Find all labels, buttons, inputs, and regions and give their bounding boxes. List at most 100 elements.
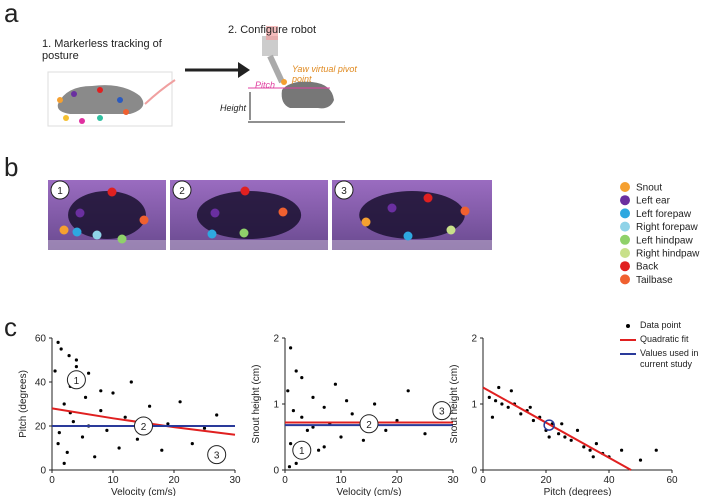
data-point [87,371,91,375]
keypoint [240,186,250,196]
data-point [654,448,658,452]
x-tick-label: 20 [168,475,180,486]
data-point [497,385,501,390]
annotation-badge [359,414,379,434]
frame-number: 3 [341,186,347,197]
data-point [123,415,127,419]
annotation: 1 [74,376,80,387]
data-point [519,412,523,416]
x-tick-label: 10 [107,475,119,486]
frame-number: 2 [179,186,185,197]
x-tick-label: 20 [540,475,552,486]
legend-label: Left hindpaw [636,235,693,246]
x-tick-label: 0 [49,475,55,486]
legend-label: Right forepaw [636,222,698,233]
x-tick-label: 30 [229,475,241,486]
x-tick-label: 30 [447,475,459,486]
data-point [289,442,293,446]
annotation: 3 [439,407,445,418]
legend-swatch [620,182,630,192]
keypoint [75,208,85,218]
legend-label: Tailbase [636,275,673,286]
keypoint [403,231,413,241]
panel-label: c [4,312,17,342]
mouse [57,85,144,114]
keypoint [107,187,117,197]
data-point [373,402,377,406]
data-point [423,432,427,436]
data-point [202,426,207,430]
annotation-badge [432,401,452,421]
data-point [620,448,624,452]
data-point [287,465,292,469]
data-point [588,448,592,452]
data-point [286,389,290,393]
annotation-badge [207,445,227,465]
data-point [300,376,304,380]
floor-grid [170,240,328,250]
annotation: Height [220,103,247,113]
mouse [281,81,334,109]
keypoint [72,227,82,237]
data-point [638,458,643,462]
panel-label: a [4,0,19,28]
legend-label: Right hindpaw [636,249,700,260]
data-point [506,405,510,409]
legend-swatch [620,261,630,272]
legend-label: Data point [640,320,682,330]
data-point [74,365,78,369]
x-axis-title: Velocity (cm/s) [111,487,176,496]
data-point [93,455,97,459]
data-point [531,418,536,423]
data-point [62,402,66,406]
data-point [395,418,399,423]
robot-arm [262,36,278,56]
legend-label: Left ear [636,196,671,207]
frame-number: 1 [57,186,63,197]
data-point [384,428,388,432]
fit-line [482,386,632,471]
keypoint [460,206,470,216]
keypoint [97,87,103,93]
y-tick-label: 0 [40,466,46,477]
annotation: Yaw virtual pivot point [292,64,357,84]
data-point [345,399,349,403]
annotation: 2 [366,420,372,431]
data-point [311,395,315,399]
keypoint [63,115,69,121]
y-tick-label: 0 [471,466,477,477]
mouse [359,191,465,239]
floor-grid [332,240,492,250]
frame-badge [50,180,70,200]
keypoint [446,225,456,235]
data-point [65,450,69,454]
data-point [509,389,513,393]
y-axis-title: Snout height (cm) [449,365,460,444]
keypoint [59,225,69,235]
data-point [99,389,103,393]
data-point [80,435,85,439]
legend-label: Back [636,262,659,273]
data-point [53,369,57,373]
data-point [547,435,551,439]
annotation-badge [134,416,153,436]
data-point [74,358,78,362]
legend-swatch [620,221,630,232]
data-point [494,399,498,403]
annotation-badge [292,440,312,460]
y-tick-label: 60 [35,334,47,345]
data-point [406,389,410,393]
legend-swatch [620,248,630,258]
x-tick-label: 10 [335,475,347,486]
data-point [57,431,61,435]
data-point [339,435,343,439]
legend-swatch [620,208,630,219]
legend-swatch [620,195,630,206]
y-tick-label: 40 [35,378,47,389]
data-point [528,405,532,409]
annotation: 2 [141,422,147,433]
data-point [560,422,564,426]
keypoint [117,234,127,244]
data-point [111,391,115,395]
keypoint [97,115,103,121]
